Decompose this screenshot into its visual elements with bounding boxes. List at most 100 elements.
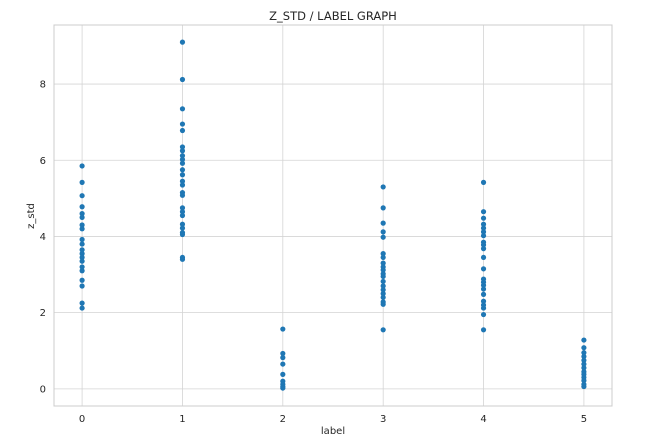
data-point [79,305,85,311]
data-point [280,355,286,361]
data-point [79,241,85,247]
data-point [480,311,487,318]
data-point [179,148,186,154]
data-point [179,106,186,112]
x-tick-label: 3 [380,414,386,425]
x-tick-label: 4 [480,414,486,425]
data-point [380,260,386,266]
data-point [179,221,186,227]
data-point [480,233,487,239]
x-tick-label: 2 [280,414,286,425]
data-point [480,209,487,215]
data-point [79,268,85,274]
data-point [480,221,487,227]
data-point [79,210,85,217]
data-point [581,357,587,363]
data-point [79,258,85,264]
data-point [380,205,386,211]
data-point [380,220,386,226]
data-point [480,305,487,311]
data-point [79,179,85,185]
data-point [380,283,386,289]
data-point [581,337,587,343]
data-point [380,251,386,257]
chart-title: Z_STD / LABEL GRAPH [269,9,397,23]
data-point [480,246,487,252]
data-point [179,231,186,238]
data-point [380,267,386,273]
data-point [79,283,85,289]
data-point [480,282,487,288]
data-point [179,182,186,188]
data-point [79,226,85,232]
data-point [280,326,286,332]
data-point [480,215,487,221]
data-point [581,365,587,371]
y-tick-label: 0 [40,384,46,395]
data-point [179,192,186,198]
data-point [179,76,186,83]
data-point [79,254,85,261]
data-point [581,353,587,360]
data-point [280,361,286,367]
data-point [380,287,386,293]
data-point [581,350,587,356]
data-point [280,385,286,391]
data-point [280,350,286,357]
data-point [79,193,85,199]
data-point [380,229,386,235]
data-point [79,204,85,210]
grid-lines [54,25,612,406]
data-point [179,225,186,231]
data-point [179,205,186,211]
data-point [179,153,186,159]
data-point [179,167,186,173]
data-point [380,184,386,190]
data-point [480,327,487,333]
data-point [280,371,286,377]
data-point [480,225,487,231]
data-point [380,278,386,285]
data-point [79,277,85,283]
data-point [380,234,386,240]
data-point [480,242,487,248]
plot-frame [53,24,613,407]
data-point [581,345,587,351]
data-point [79,264,85,270]
data-point [581,361,587,367]
y-tick-label: 6 [40,156,46,167]
data-point [380,254,386,261]
data-point [179,160,186,166]
data-point [480,254,487,261]
data-point [179,144,186,150]
data-point [179,256,186,262]
data-point [79,251,85,257]
data-point [179,212,186,219]
data-point [79,222,85,228]
y-tick-label: 2 [40,308,46,319]
data-point [179,156,186,163]
data-point [480,286,487,292]
data-point [179,178,186,184]
data-point [480,229,487,235]
data-point [480,179,487,185]
y-axis-label: z_std [26,203,37,229]
x-tick-label: 0 [79,414,85,425]
data-point [581,377,587,384]
data-point [79,214,85,221]
y-tick-label: 8 [40,80,46,91]
data-point [480,266,487,272]
y-tick-label: 4 [40,232,46,243]
data-point [480,298,487,304]
data-point [581,383,587,390]
data-point [480,291,487,297]
data-point [380,273,386,280]
tick-labels: 0 1 2 3 4 5 0 2 4 6 8 [40,80,587,425]
data-point [179,209,186,215]
data-point [79,236,85,243]
data-point [179,121,186,127]
data-point [79,247,85,253]
data-point [179,172,186,178]
x-axis-label: label [321,426,345,437]
